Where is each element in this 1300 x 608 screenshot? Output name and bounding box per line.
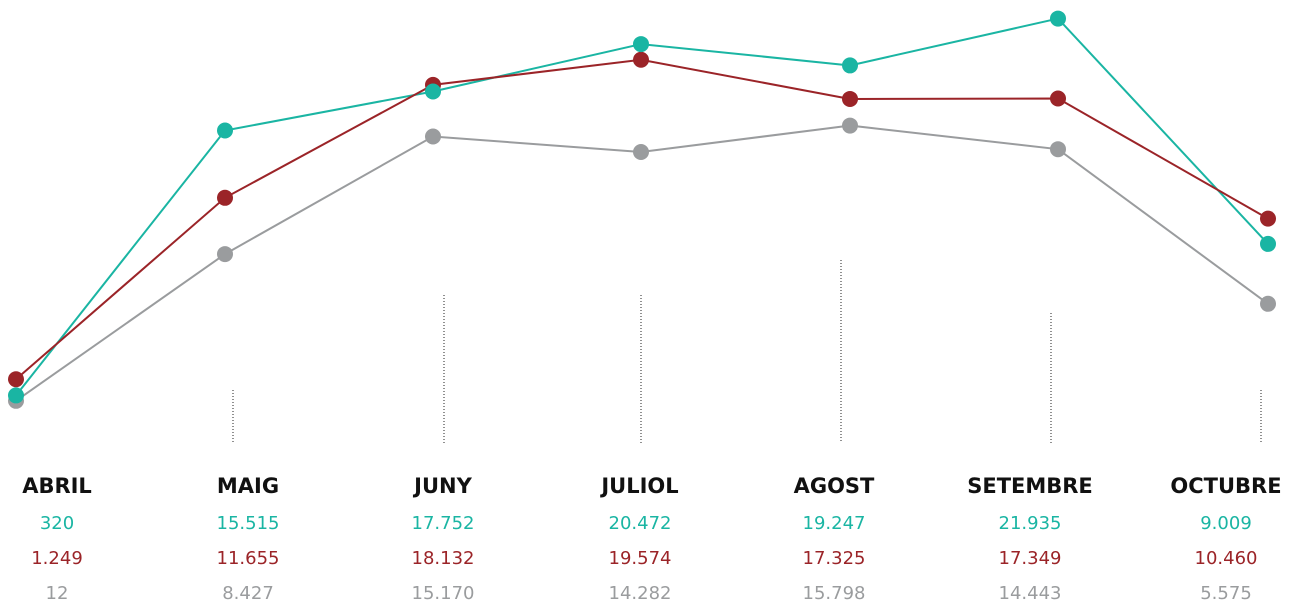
- category-label: OCTUBRE: [1170, 474, 1281, 498]
- point: [633, 143, 649, 160]
- point: [1050, 90, 1066, 107]
- series-line: [15, 124, 1269, 402]
- value-label: 17.752: [412, 513, 475, 534]
- decor-lines: [232, 260, 1262, 443]
- value-label: 1.249: [31, 548, 83, 569]
- category-label: MAIG: [217, 474, 279, 498]
- point: [1050, 10, 1066, 27]
- point: [217, 122, 233, 139]
- point: [1260, 295, 1276, 312]
- value-label: 20.472: [609, 513, 672, 534]
- value-label: 17.349: [999, 548, 1062, 569]
- category-label: AGOST: [794, 474, 875, 498]
- value-label: 14.282: [609, 583, 672, 604]
- point: [425, 83, 441, 100]
- point: [842, 90, 858, 107]
- value-label: 17.325: [803, 548, 866, 569]
- value-label: 5.575: [1200, 583, 1252, 604]
- point: [217, 246, 233, 263]
- point: [842, 57, 858, 74]
- category-label: SETEMBRE: [967, 474, 1093, 498]
- value-label: 18.132: [412, 548, 475, 569]
- value-label: 10.460: [1195, 548, 1258, 569]
- value-label: 15.170: [412, 583, 475, 604]
- value-label: 15.798: [803, 583, 866, 604]
- value-label: 11.655: [217, 548, 280, 569]
- point: [217, 189, 233, 206]
- point: [425, 128, 441, 145]
- point: [633, 36, 649, 53]
- point: [842, 117, 858, 134]
- value-label: 19.247: [803, 513, 866, 534]
- point: [8, 371, 24, 388]
- value-label: 320: [40, 513, 74, 534]
- value-label: 9.009: [1200, 513, 1252, 534]
- point: [1260, 210, 1276, 227]
- category-label: JULIOL: [599, 474, 678, 498]
- series-line: [15, 58, 1269, 380]
- point: [1050, 141, 1066, 158]
- value-label: 19.574: [609, 548, 672, 569]
- value-label: 8.427: [222, 583, 274, 604]
- category-label: JUNY: [412, 474, 472, 498]
- value-label: 21.935: [999, 513, 1062, 534]
- series-line: [15, 17, 1269, 397]
- category-label: ABRIL: [22, 474, 92, 498]
- point: [8, 387, 24, 404]
- point: [633, 51, 649, 68]
- point: [1260, 235, 1276, 252]
- value-label: 12: [46, 583, 69, 604]
- value-label: 15.515: [217, 513, 280, 534]
- value-label: 14.443: [999, 583, 1062, 604]
